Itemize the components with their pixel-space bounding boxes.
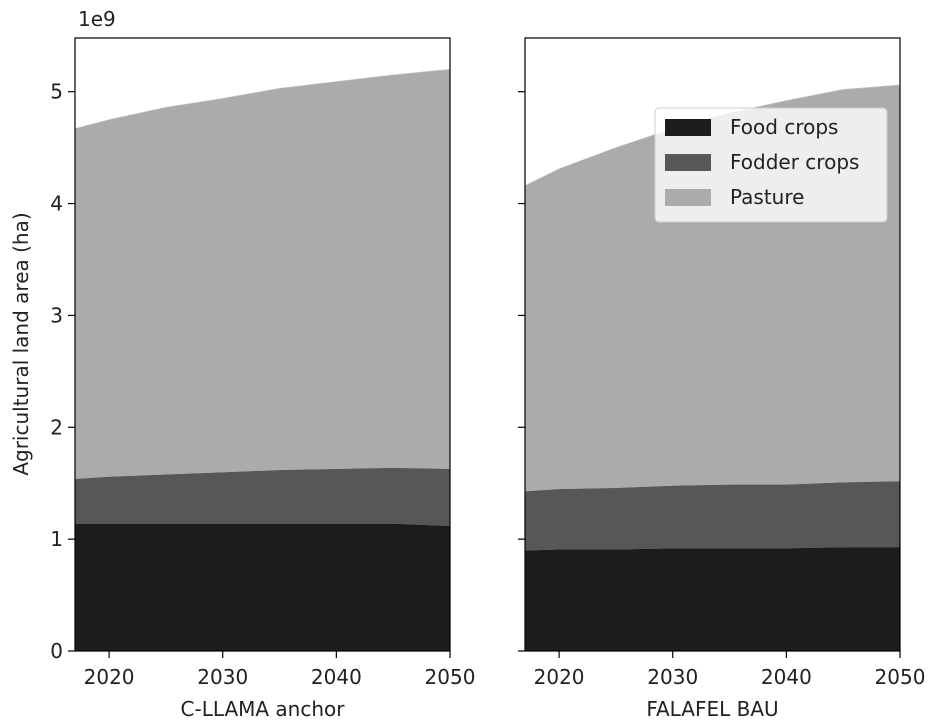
x-tick-label-2050: 2050 (425, 665, 476, 689)
legend-label-food-crops: Food crops (730, 115, 838, 139)
area-pasture (74, 69, 451, 479)
y-axis-label: Agricultural land area (ha) (9, 212, 33, 475)
x-axis-label: FALAFEL BAU (646, 697, 778, 721)
legend-swatch-pasture (665, 189, 711, 206)
y-tick-label-0: 0 (50, 639, 63, 663)
legend-swatch-food-crops (665, 119, 711, 136)
y-axis-scale-label: 1e9 (78, 7, 116, 31)
legend: Food crops Fodder crops Pasture (654, 107, 888, 223)
chart-panel-c-llama-anchor: 2020 2030 2040 2050 0 1 2 3 4 5 C-LLAMA anchor (50, 37, 476, 721)
y-tick-label-1: 1 (50, 527, 63, 551)
x-tick-label-2030: 2030 (197, 665, 248, 689)
y-tick-label-2: 2 (50, 415, 63, 439)
x-tick-label-2040: 2040 (311, 665, 362, 689)
area-edge-pasture (74, 69, 451, 129)
legend-swatch-fodder-crops (665, 154, 711, 171)
plot-frame (74, 37, 451, 652)
y-tick-label-5: 5 (50, 80, 63, 104)
area-fodder-crops (524, 480, 901, 551)
area-food-crops (524, 546, 901, 652)
y-tick-label-4: 4 (50, 192, 63, 216)
x-tick-label-2050: 2050 (875, 665, 926, 689)
x-tick-label-2030: 2030 (647, 665, 698, 689)
y-tick-label-3: 3 (50, 303, 63, 327)
area-food-crops (74, 523, 451, 652)
legend-label-fodder-crops: Fodder crops (730, 150, 859, 174)
area-fodder-crops (74, 467, 451, 526)
x-tick-label-2020: 2020 (84, 665, 135, 689)
plot-frame (524, 37, 901, 652)
x-tick-label-2040: 2040 (761, 665, 812, 689)
x-tick-label-2020: 2020 (534, 665, 585, 689)
x-axis-label: C-LLAMA anchor (181, 697, 346, 721)
legend-label-pasture: Pasture (730, 185, 804, 209)
legend-box (654, 107, 888, 223)
chart-panel-falafel-bau: 2020 2030 2040 2050 FALAFEL BAU Food crops Fod… (518, 37, 926, 721)
